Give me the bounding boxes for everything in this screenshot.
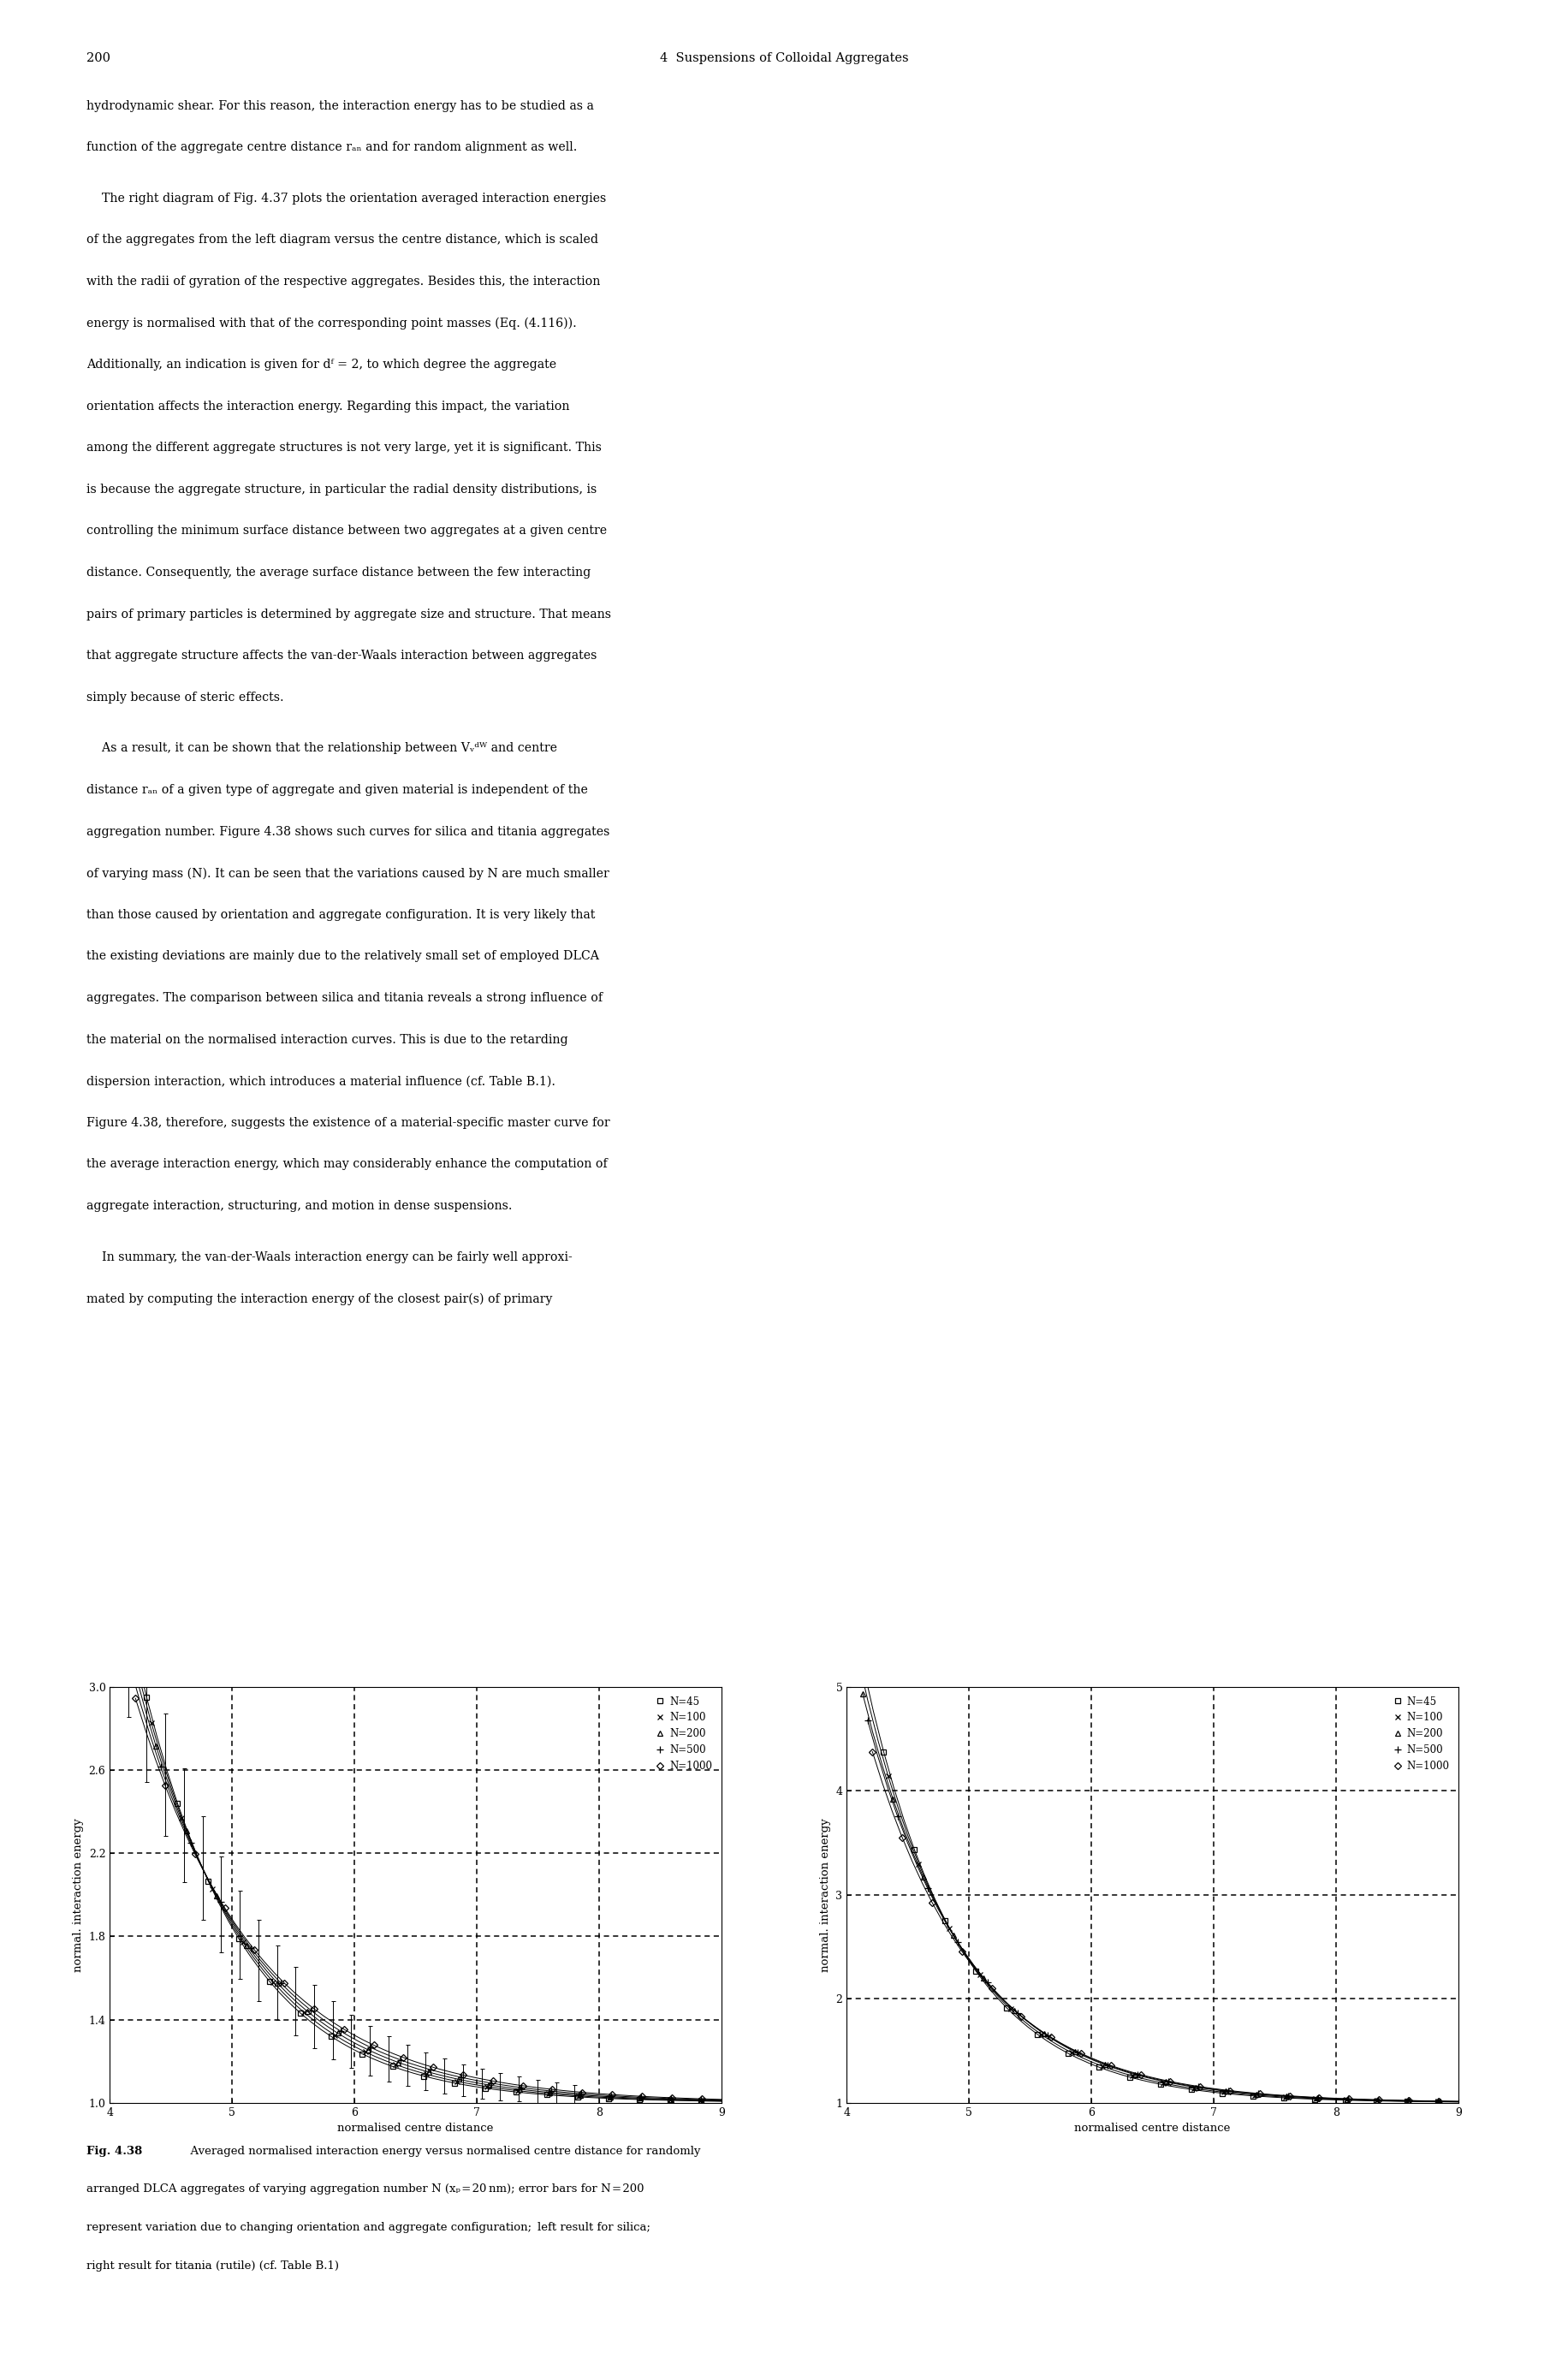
Text: with the radii of gyration of the respective aggregates. Besides this, the inter: with the radii of gyration of the respec… — [86, 276, 601, 287]
X-axis label: normalised centre distance: normalised centre distance — [337, 2122, 494, 2134]
Text: hydrodynamic shear. For this reason, the interaction energy has to be studied as: hydrodynamic shear. For this reason, the… — [86, 100, 594, 112]
Text: of the aggregates from the left diagram versus the centre distance, which is sca: of the aggregates from the left diagram … — [86, 233, 597, 247]
Text: that aggregate structure affects the van-der-Waals interaction between aggregate: that aggregate structure affects the van… — [86, 649, 597, 663]
Text: As a result, it can be shown that the relationship between Vᵥᵈᵂ and centre: As a result, it can be shown that the re… — [86, 741, 557, 756]
X-axis label: normalised centre distance: normalised centre distance — [1074, 2122, 1231, 2134]
Text: aggregate interaction, structuring, and motion in dense suspensions.: aggregate interaction, structuring, and … — [86, 1200, 513, 1212]
Text: 200: 200 — [86, 52, 110, 64]
Text: the average interaction energy, which may considerably enhance the computation o: the average interaction energy, which ma… — [86, 1157, 607, 1171]
Text: Additionally, an indication is given for dᶠ = 2, to which degree the aggregate: Additionally, an indication is given for… — [86, 359, 557, 371]
Text: pairs of primary particles is determined by aggregate size and structure. That m: pairs of primary particles is determined… — [86, 608, 612, 620]
Text: mated by computing the interaction energy of the closest pair(s) of primary: mated by computing the interaction energ… — [86, 1293, 552, 1304]
Text: of varying mass (N). It can be seen that the variations caused by N are much sma: of varying mass (N). It can be seen that… — [86, 867, 608, 879]
Text: Fig. 4.38: Fig. 4.38 — [86, 2146, 143, 2157]
Text: dispersion interaction, which introduces a material influence (cf. Table B.1).: dispersion interaction, which introduces… — [86, 1074, 555, 1088]
Text: than those caused by orientation and aggregate configuration. It is very likely : than those caused by orientation and agg… — [86, 908, 594, 922]
Text: represent variation due to changing orientation and aggregate configuration;  le: represent variation due to changing orie… — [86, 2222, 651, 2233]
Text: aggregates. The comparison between silica and titania reveals a strong influence: aggregates. The comparison between silic… — [86, 991, 602, 1005]
Text: In summary, the van-der-Waals interaction energy can be fairly well approxi-: In summary, the van-der-Waals interactio… — [86, 1250, 572, 1264]
Legend: N=45, N=100, N=200, N=500, N=1000: N=45, N=100, N=200, N=500, N=1000 — [1388, 1692, 1454, 1775]
Text: the existing deviations are mainly due to the relatively small set of employed D: the existing deviations are mainly due t… — [86, 950, 599, 962]
Legend: N=45, N=100, N=200, N=500, N=1000: N=45, N=100, N=200, N=500, N=1000 — [651, 1692, 717, 1775]
Text: function of the aggregate centre distance rₐₙ and for random alignment as well.: function of the aggregate centre distanc… — [86, 143, 577, 154]
Text: among the different aggregate structures is not very large, yet it is significan: among the different aggregate structures… — [86, 442, 602, 454]
Text: The right diagram of Fig. 4.37 plots the orientation averaged interaction energi: The right diagram of Fig. 4.37 plots the… — [86, 192, 605, 204]
Text: simply because of steric effects.: simply because of steric effects. — [86, 691, 284, 703]
Y-axis label: normal. interaction energy: normal. interaction energy — [820, 1818, 831, 1972]
Text: controlling the minimum surface distance between two aggregates at a given centr: controlling the minimum surface distance… — [86, 525, 607, 537]
Text: arranged DLCA aggregates of varying aggregation number N (xₚ = 20 nm); error bar: arranged DLCA aggregates of varying aggr… — [86, 2184, 644, 2195]
Text: orientation affects the interaction energy. Regarding this impact, the variation: orientation affects the interaction ener… — [86, 399, 569, 413]
Y-axis label: normal. interaction energy: normal. interaction energy — [72, 1818, 83, 1972]
Text: is because the aggregate structure, in particular the radial density distributio: is because the aggregate structure, in p… — [86, 482, 596, 497]
Text: the material on the normalised interaction curves. This is due to the retarding: the material on the normalised interacti… — [86, 1034, 568, 1045]
Text: right result for titania (rutile) (cf. Table B.1): right result for titania (rutile) (cf. T… — [86, 2260, 339, 2271]
Text: energy is normalised with that of the corresponding point masses (Eq. (4.116)).: energy is normalised with that of the co… — [86, 316, 577, 330]
Text: Figure 4.38, therefore, suggests the existence of a material-specific master cur: Figure 4.38, therefore, suggests the exi… — [86, 1117, 610, 1129]
Text: Averaged normalised interaction energy versus normalised centre distance for ran: Averaged normalised interaction energy v… — [183, 2146, 701, 2157]
Text: aggregation number. Figure 4.38 shows such curves for silica and titania aggrega: aggregation number. Figure 4.38 shows su… — [86, 824, 610, 839]
Text: distance. Consequently, the average surface distance between the few interacting: distance. Consequently, the average surf… — [86, 565, 591, 580]
Text: 4  Suspensions of Colloidal Aggregates: 4 Suspensions of Colloidal Aggregates — [660, 52, 908, 64]
Text: distance rₐₙ of a given type of aggregate and given material is independent of t: distance rₐₙ of a given type of aggregat… — [86, 784, 588, 796]
